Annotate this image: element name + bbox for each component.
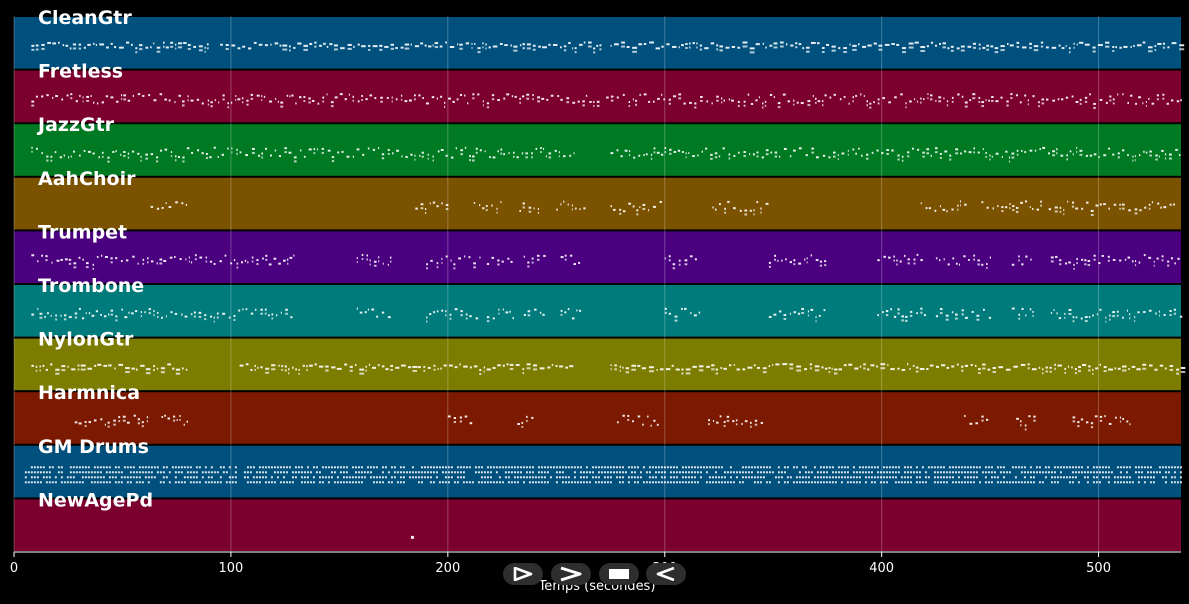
- track-label: Fretless: [38, 61, 123, 83]
- x-tick-label: 500: [1086, 561, 1111, 576]
- track-lane: [14, 285, 1181, 337]
- track-notes: [31, 41, 1185, 54]
- track-label: GM Drums: [38, 436, 149, 458]
- track-label: CleanGtr: [38, 7, 132, 29]
- track-notes: [74, 414, 1131, 431]
- track-lane: [14, 177, 1181, 230]
- track-label: Trombone: [38, 275, 144, 297]
- stop-icon: [609, 569, 629, 579]
- track-label: AahChoir: [38, 168, 136, 190]
- forward-button[interactable]: [646, 563, 686, 585]
- x-tick-label: 0: [10, 561, 18, 576]
- x-tick-label: 100: [219, 561, 244, 576]
- x-tick-label: 400: [869, 561, 894, 576]
- track-label: JazzGtr: [36, 114, 115, 136]
- track-notes: [31, 146, 1181, 163]
- track-notes: [31, 363, 1186, 376]
- track-lane: [14, 499, 1181, 551]
- track-notes: [31, 253, 1180, 270]
- track-lane: [14, 231, 1181, 283]
- track-notes: [31, 93, 1182, 109]
- track-notes: [410, 535, 414, 539]
- track-lane: [14, 70, 1181, 123]
- track-lane: [14, 124, 1181, 176]
- play-button[interactable]: [551, 563, 591, 585]
- x-tick-label: 200: [435, 561, 460, 576]
- track-notes: [31, 307, 1183, 323]
- track-label: Trumpet: [38, 221, 127, 243]
- track-label: NylonGtr: [38, 329, 134, 351]
- track-lane: [14, 338, 1181, 391]
- track-label: NewAgePd: [38, 489, 153, 511]
- rewind-button[interactable]: [503, 563, 543, 585]
- track-notes: [150, 200, 1175, 216]
- track-lane: [14, 392, 1181, 444]
- forward-icon: [656, 567, 675, 581]
- play-icon: [560, 566, 582, 582]
- stop-button[interactable]: [599, 563, 639, 585]
- track-lane: [14, 17, 1181, 69]
- track-notes: [24, 466, 1182, 484]
- track-label: Harmnica: [38, 382, 140, 404]
- rewind-icon: [513, 567, 533, 581]
